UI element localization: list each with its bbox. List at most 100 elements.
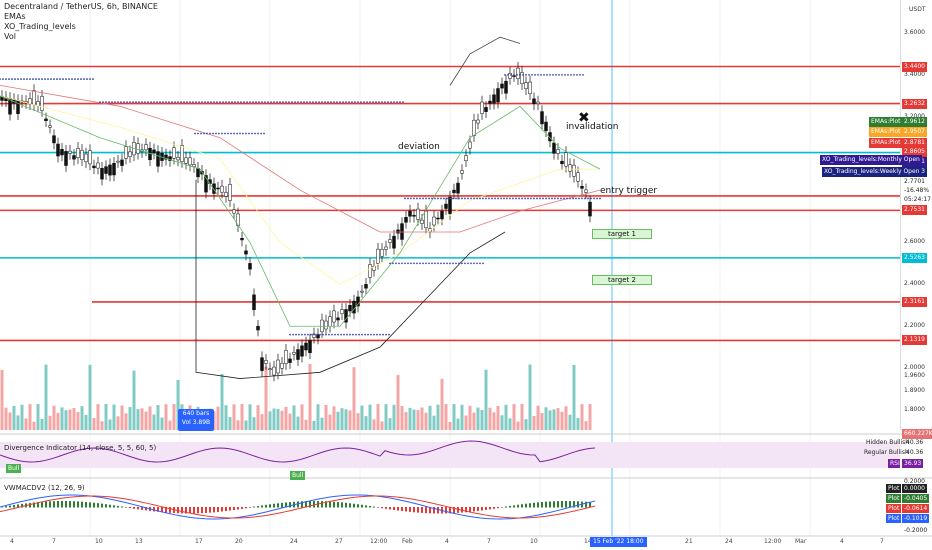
xo-dot (195, 101, 197, 104)
candle-body (216, 187, 220, 190)
volume-bar (588, 404, 592, 430)
volume-bar (104, 404, 108, 430)
xo-dot (282, 101, 284, 104)
xo-dot (150, 101, 152, 104)
price-tag: 2.8605 (902, 147, 927, 157)
vwmacd-histogram-bar (381, 507, 383, 509)
volume-bar (320, 417, 324, 430)
xo-dot (413, 197, 415, 200)
vwmacd-scale-bottom: -0.2000 (904, 527, 928, 534)
divergence-indicator-title[interactable]: Divergence Indicator (14, close, 5, 5, 6… (4, 444, 157, 452)
volume-bar (224, 405, 228, 430)
legend-xo-levels[interactable]: XO_Trading_levels (4, 22, 76, 31)
swing-arc (449, 36, 521, 86)
xo-dot (225, 101, 227, 104)
xo-dot (92, 78, 94, 80)
legend-vol[interactable]: Vol (4, 32, 16, 41)
volume-bar (432, 415, 436, 430)
xo-dot (330, 101, 332, 104)
target-1-box[interactable]: target 1 (592, 229, 652, 239)
xo-dot (446, 262, 448, 265)
volume-bar (268, 411, 272, 430)
candle-body (76, 148, 80, 158)
bars-range-pill[interactable]: 640 bars Vol 3.89B (178, 409, 214, 431)
rsi-label: RSI (888, 459, 900, 468)
price-tick: 2.4000 (904, 280, 925, 288)
price-tag: -16.48% (902, 186, 932, 196)
price-tick: 3.6000 (904, 29, 925, 36)
volume-bar (260, 414, 264, 430)
vwmacd-plot-value: -0.0614 (902, 504, 930, 513)
volume-bar (228, 417, 232, 430)
xo-dot (339, 101, 341, 104)
vwmacd-histogram-bar (373, 506, 375, 508)
vwmacd-title[interactable]: VWMACDV2 (12, 26, 9) (4, 484, 85, 492)
xo-dot (581, 197, 583, 200)
xo-dot (318, 101, 320, 104)
volume-bar (536, 405, 540, 430)
vwmacd-histogram-bar (469, 507, 471, 512)
volume-bar (220, 374, 224, 430)
xo-dot (29, 78, 31, 80)
xo-dot (240, 101, 242, 104)
volume-bar (500, 415, 504, 430)
xo-dot (171, 101, 173, 104)
volume-bar (556, 408, 560, 430)
vwmacd-histogram-bar (481, 507, 483, 511)
volume-bar (496, 406, 500, 430)
volume-bar (168, 420, 172, 430)
candle-body (588, 201, 592, 217)
vwmacd-histogram-bar (437, 507, 439, 514)
ema-lines (0, 36, 601, 379)
xo-dot (479, 262, 481, 265)
volume-bar (428, 405, 432, 430)
target-2-box[interactable]: target 2 (592, 275, 652, 285)
volume-bar (16, 415, 20, 430)
xo-dot (80, 78, 82, 80)
candle-body (284, 350, 288, 364)
volume-bar (460, 404, 464, 430)
time-axis[interactable]: 4 7 10 13 17 20 24 27 12:00 Feb 4 7 10 14 21 24 12:00 Mar… (0, 536, 900, 550)
price-tag: 2.9507 (902, 127, 927, 137)
xo-dot (396, 101, 398, 104)
vwmacd-plot-label: Plot (886, 494, 902, 503)
xo-dot (159, 101, 161, 104)
xo-dot (261, 101, 263, 104)
xo-dot (336, 101, 338, 104)
volume-bar (404, 412, 408, 430)
volume-bar (424, 412, 428, 430)
vwmacd-histogram-bar (253, 506, 255, 508)
xo-dot (337, 333, 339, 336)
xo-dot (342, 101, 344, 104)
xo-dot (162, 101, 164, 104)
vwmacd-histogram-bar (365, 505, 367, 508)
vwmacd-histogram-bar (577, 501, 579, 508)
candle-body (176, 157, 180, 161)
price-scale[interactable]: USDT (900, 0, 932, 430)
xo-dot (263, 132, 265, 135)
volume-bar (216, 406, 220, 430)
vwmacd-histogram-bar (429, 507, 431, 514)
xo-dot (422, 262, 424, 265)
legend-emas[interactable]: EMAs (4, 12, 26, 21)
volume-bar (464, 415, 468, 430)
xo-dot (567, 73, 569, 76)
vwmacd-histogram-bar (545, 501, 547, 508)
vwmacd-histogram-bar (513, 505, 515, 508)
xo-dot (375, 101, 377, 104)
xo-dot (497, 197, 499, 200)
candle-body (520, 72, 524, 84)
xo-dot (0, 78, 1, 80)
xo-dot (473, 262, 475, 265)
candle-body (276, 359, 280, 374)
volume-bar (288, 413, 292, 430)
volume-bar (568, 414, 572, 430)
candle-body (108, 164, 112, 176)
xo-dot (298, 333, 300, 336)
vwmacd-histogram-bar (265, 504, 267, 508)
vwmacd-histogram-bar (453, 507, 455, 514)
volume-bar (300, 404, 304, 430)
volume-bar (456, 418, 460, 430)
xo-dot (216, 101, 218, 104)
